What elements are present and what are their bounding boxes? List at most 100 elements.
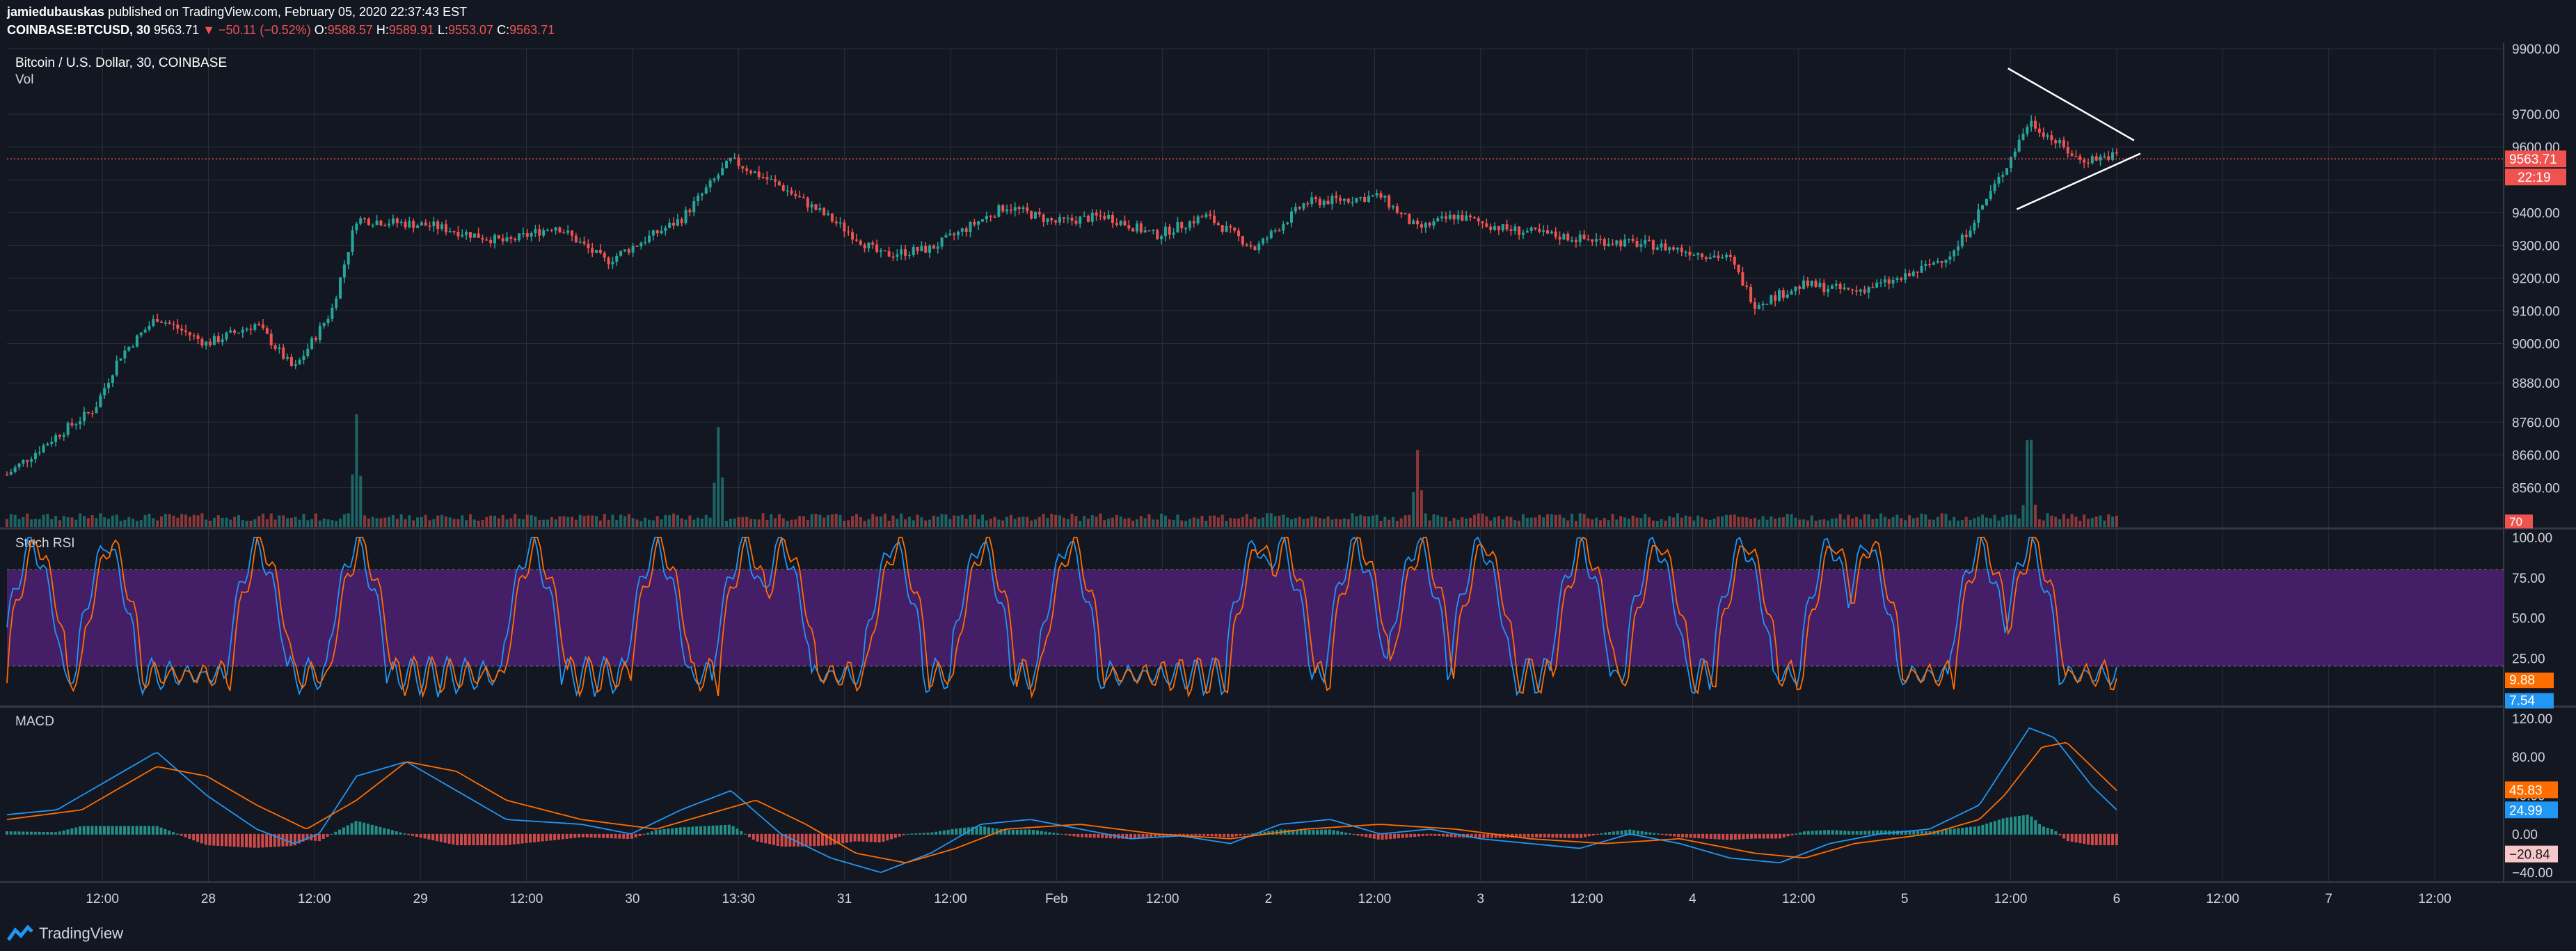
tradingview-footer[interactable]: TradingView [7, 925, 123, 943]
macd-hist-bar [196, 833, 200, 842]
macd-hist-bar [849, 833, 852, 842]
volume-bar [192, 514, 196, 527]
macd-hist-bar [131, 826, 134, 835]
candle-body [1469, 215, 1472, 218]
macd-hist-bar [90, 826, 94, 835]
candle-body [534, 229, 537, 233]
macd-hist-bar [2087, 833, 2090, 845]
candle-body [1066, 217, 1070, 219]
volume-bar [1147, 514, 1151, 527]
x-tick-label: 12:00 [1358, 892, 1392, 906]
volume-bar [1408, 514, 1411, 527]
macd-hist-bar [2094, 833, 2098, 846]
volume-bar [932, 515, 935, 527]
macd-hist-bar [1032, 830, 1035, 835]
volume-bar [887, 521, 891, 527]
volume-bar [159, 516, 163, 527]
price-tick-label: 8760.00 [2512, 416, 2560, 430]
macd-hist-bar [1498, 833, 1502, 838]
candle-body [1286, 222, 1289, 225]
low-value: 9553.07 [447, 23, 494, 37]
candle-body [1960, 235, 1964, 246]
price-pane-title: Bitcoin / U.S. Dollar, 30, COINBASE [15, 56, 227, 70]
volume-bar [351, 474, 354, 527]
candle-body [273, 345, 277, 349]
volume-bar [1851, 518, 1854, 527]
candle-body [912, 246, 915, 256]
macd-hist-bar [423, 833, 427, 839]
candle-body [1070, 217, 1074, 221]
candle-body [1676, 247, 1679, 250]
candle-body [810, 204, 813, 208]
volume-bar [737, 517, 740, 527]
macd-hist-bar [1953, 828, 1956, 835]
candle-body [1827, 288, 1830, 292]
candle-body [770, 179, 773, 180]
candle-body [1741, 272, 1744, 286]
macd-hist-bar [366, 824, 369, 835]
candle-body [1810, 281, 1813, 286]
volume-bar [684, 519, 687, 527]
macd-hist-bar [1580, 833, 1583, 838]
candle-body [1046, 218, 1049, 222]
macd-hist-bar [1072, 833, 1076, 837]
candle-body [1534, 227, 1537, 230]
macd-hist-bar [1263, 831, 1266, 835]
candle-body [1964, 235, 1968, 237]
macd-hist-bar [962, 827, 966, 835]
volume-bar [501, 514, 504, 527]
published-text: published on TradingView.com, February 0… [108, 5, 468, 19]
volume-bar [164, 514, 167, 527]
volume-bar [1696, 515, 1700, 527]
volume-bar [1383, 517, 1387, 527]
x-tick-label: 3 [1477, 892, 1484, 906]
volume-bar [595, 516, 598, 527]
macd-hist-bar [1474, 833, 1477, 838]
macd-hist-bar [796, 833, 800, 847]
candle-body [481, 237, 484, 240]
candle-body [1042, 214, 1045, 222]
candle-body [33, 453, 37, 459]
volume-bar [733, 518, 736, 527]
volume-bar [960, 514, 964, 527]
candle-body [798, 196, 802, 198]
candle-body [1485, 223, 1488, 227]
volume-bar [847, 520, 850, 527]
volume-bar [58, 520, 61, 527]
volume-bar [107, 519, 111, 527]
macd-hist-bar [1733, 833, 1737, 840]
candle-body [1367, 196, 1370, 202]
macd-hist-bar [634, 833, 637, 838]
macd-hist-bar [342, 827, 345, 835]
candle-body [700, 194, 703, 196]
candle-body [1156, 230, 1159, 239]
macd-hist-bar [667, 828, 670, 835]
volume-bar [1342, 518, 1346, 527]
volume-bar [985, 520, 988, 527]
macd-hist-bar [1937, 830, 1940, 835]
candle-body [1481, 221, 1484, 223]
macd-hist-bar [395, 831, 398, 835]
countdown-tag-text: 22:19 [2518, 171, 2551, 185]
volume-bar [229, 519, 232, 527]
volume-bar [388, 517, 391, 527]
volume-bar [1054, 514, 1058, 527]
candle-body [1086, 215, 1090, 222]
candle-body [1838, 283, 1842, 290]
candle-body [1786, 294, 1789, 298]
volume-bar [1721, 516, 1724, 527]
author-name[interactable]: jamiedubauskas [7, 5, 105, 19]
volume-bar [1566, 520, 1570, 527]
chart-canvas[interactable]: 12:00 28 12:00 29 12:00 30 13:30 31 12:00 Feb 12:0… [0, 43, 2576, 913]
candle-body [1623, 239, 1627, 246]
candle-body [1953, 250, 1956, 257]
volume-bar [119, 520, 122, 527]
macd-hist-bar [180, 833, 183, 836]
candle-body [2050, 135, 2053, 141]
x-tick-label: 12:00 [298, 892, 331, 906]
candle-body [1249, 245, 1253, 247]
volume-bar [99, 513, 102, 527]
macd-hist-bar [951, 829, 954, 835]
candle-body [257, 324, 261, 326]
candle-body [668, 222, 671, 228]
